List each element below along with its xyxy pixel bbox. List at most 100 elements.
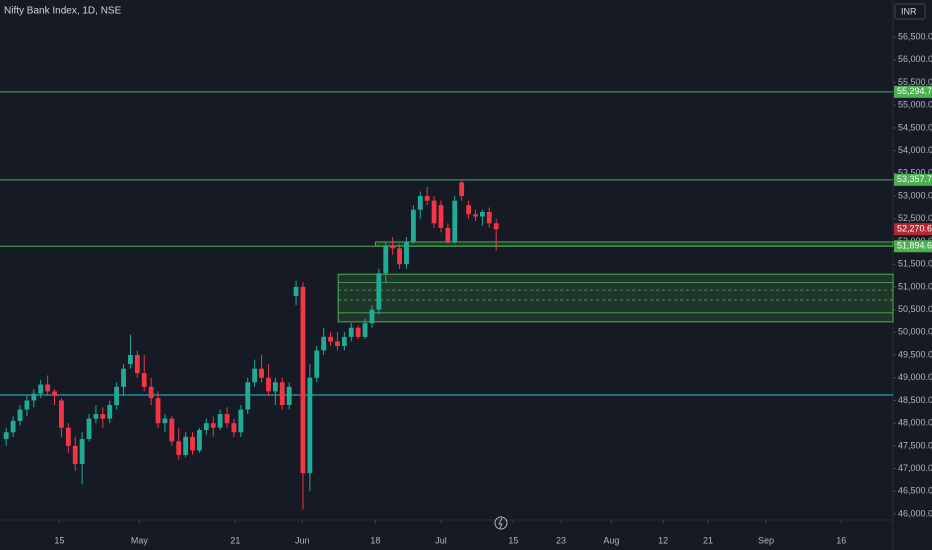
candle-body bbox=[383, 246, 389, 274]
candle-body bbox=[473, 214, 478, 217]
candle-body bbox=[479, 211, 485, 217]
candle-body bbox=[231, 423, 237, 433]
x-tick-label: 21 bbox=[703, 535, 713, 545]
y-tick-label: 55,000.00 bbox=[898, 100, 932, 110]
candle-body bbox=[65, 427, 71, 446]
candle-body bbox=[148, 386, 154, 399]
x-tick-label: Jul bbox=[435, 535, 447, 545]
candle-body bbox=[486, 211, 492, 224]
x-tick-label: 15 bbox=[54, 535, 64, 545]
candle-body bbox=[445, 227, 451, 242]
y-tick-label: 48,000.00 bbox=[898, 418, 932, 428]
y-tick-label: 54,000.00 bbox=[898, 145, 932, 155]
candle-body bbox=[293, 286, 299, 296]
candle-body bbox=[79, 439, 85, 465]
candle-body bbox=[52, 391, 57, 396]
y-tick-label: 51,000.00 bbox=[898, 281, 932, 291]
candle-body bbox=[45, 384, 51, 392]
y-tick-label: 46,000.00 bbox=[898, 508, 932, 518]
candle-body bbox=[493, 223, 499, 230]
zone bbox=[374, 241, 894, 247]
candle-body bbox=[348, 327, 354, 337]
candle-body bbox=[459, 182, 465, 197]
candle-body bbox=[466, 205, 471, 215]
candle-body bbox=[424, 196, 430, 201]
candle-body bbox=[376, 273, 382, 310]
candle-body bbox=[410, 209, 416, 242]
candle-body bbox=[369, 309, 375, 324]
price-label: 51,894.60 bbox=[897, 241, 932, 251]
zone bbox=[337, 273, 894, 323]
candle-body bbox=[86, 418, 92, 440]
y-tick-label: 56,000.00 bbox=[898, 54, 932, 64]
x-tick-label: 23 bbox=[556, 535, 566, 545]
candle-body bbox=[3, 432, 9, 440]
y-tick-label: 51,500.00 bbox=[898, 259, 932, 269]
y-tick-label: 50,500.00 bbox=[898, 304, 932, 314]
candle-body bbox=[335, 341, 340, 346]
candle-body bbox=[266, 377, 271, 392]
y-tick-label: 55,500.00 bbox=[898, 77, 932, 87]
y-tick-label: 54,500.00 bbox=[898, 122, 932, 132]
x-tick-label: Aug bbox=[603, 535, 619, 545]
candle-body bbox=[72, 445, 78, 465]
x-tick-label: May bbox=[131, 535, 149, 545]
candle-body bbox=[24, 400, 30, 410]
y-tick-label: 49,000.00 bbox=[898, 372, 932, 382]
replay-icon[interactable] bbox=[494, 516, 508, 530]
candle-body bbox=[197, 429, 202, 451]
price-label-box bbox=[894, 173, 932, 186]
y-tick-label: 52,500.00 bbox=[898, 213, 932, 223]
candle-body bbox=[245, 382, 251, 410]
candle-body bbox=[397, 248, 402, 265]
candle-body bbox=[452, 200, 458, 242]
candle-body bbox=[438, 205, 444, 228]
x-tick-label: Sep bbox=[758, 535, 774, 545]
candle-body bbox=[10, 420, 16, 433]
candle-body bbox=[300, 286, 306, 474]
candle-body bbox=[203, 423, 209, 430]
x-tick-label: 15 bbox=[508, 535, 518, 545]
y-tick-label: 56,500.00 bbox=[898, 31, 932, 41]
candle-body bbox=[238, 409, 244, 433]
candle-body bbox=[328, 336, 333, 342]
candle-body bbox=[217, 414, 223, 428]
currency-box[interactable] bbox=[894, 3, 926, 20]
candle-body bbox=[183, 436, 189, 455]
candle-body bbox=[141, 373, 147, 387]
y-tick-label: 49,500.00 bbox=[898, 349, 932, 359]
price-label: 52,270.65 bbox=[897, 224, 932, 234]
candle-body bbox=[210, 423, 216, 428]
y-tick-label: 53,500.00 bbox=[898, 168, 932, 178]
candle-body bbox=[259, 368, 264, 378]
candle-body bbox=[362, 323, 368, 337]
candle-body bbox=[38, 384, 44, 394]
price-label: 53,357.70 bbox=[897, 174, 932, 184]
y-tick-label: 48,500.00 bbox=[898, 395, 932, 405]
candle-body bbox=[321, 336, 327, 351]
candle-body bbox=[279, 382, 285, 405]
x-tick-label: 12 bbox=[658, 535, 668, 545]
candle-body bbox=[121, 368, 126, 387]
candle-body bbox=[431, 200, 437, 224]
currency[interactable]: INR bbox=[901, 6, 917, 16]
candle-body bbox=[390, 246, 396, 249]
candle-body bbox=[341, 336, 347, 346]
price-label-box bbox=[894, 223, 932, 236]
y-tick-label: 50,000.00 bbox=[898, 327, 932, 337]
candle-body bbox=[162, 418, 168, 424]
chart-title: Nifty Bank Index, 1D, NSE bbox=[4, 6, 122, 17]
candle-body bbox=[286, 386, 292, 405]
candle-body bbox=[169, 418, 175, 442]
candle-body bbox=[93, 414, 99, 419]
candle-body bbox=[17, 409, 23, 421]
candle-body bbox=[107, 404, 113, 419]
y-tick-label: 53,000.00 bbox=[898, 190, 932, 200]
x-tick-label: 21 bbox=[230, 535, 240, 545]
x-tick-label: 16 bbox=[836, 535, 846, 545]
candle-body bbox=[128, 355, 133, 365]
y-tick-label: 47,000.00 bbox=[898, 463, 932, 473]
candle-body bbox=[31, 393, 37, 401]
candle-body bbox=[307, 377, 313, 474]
